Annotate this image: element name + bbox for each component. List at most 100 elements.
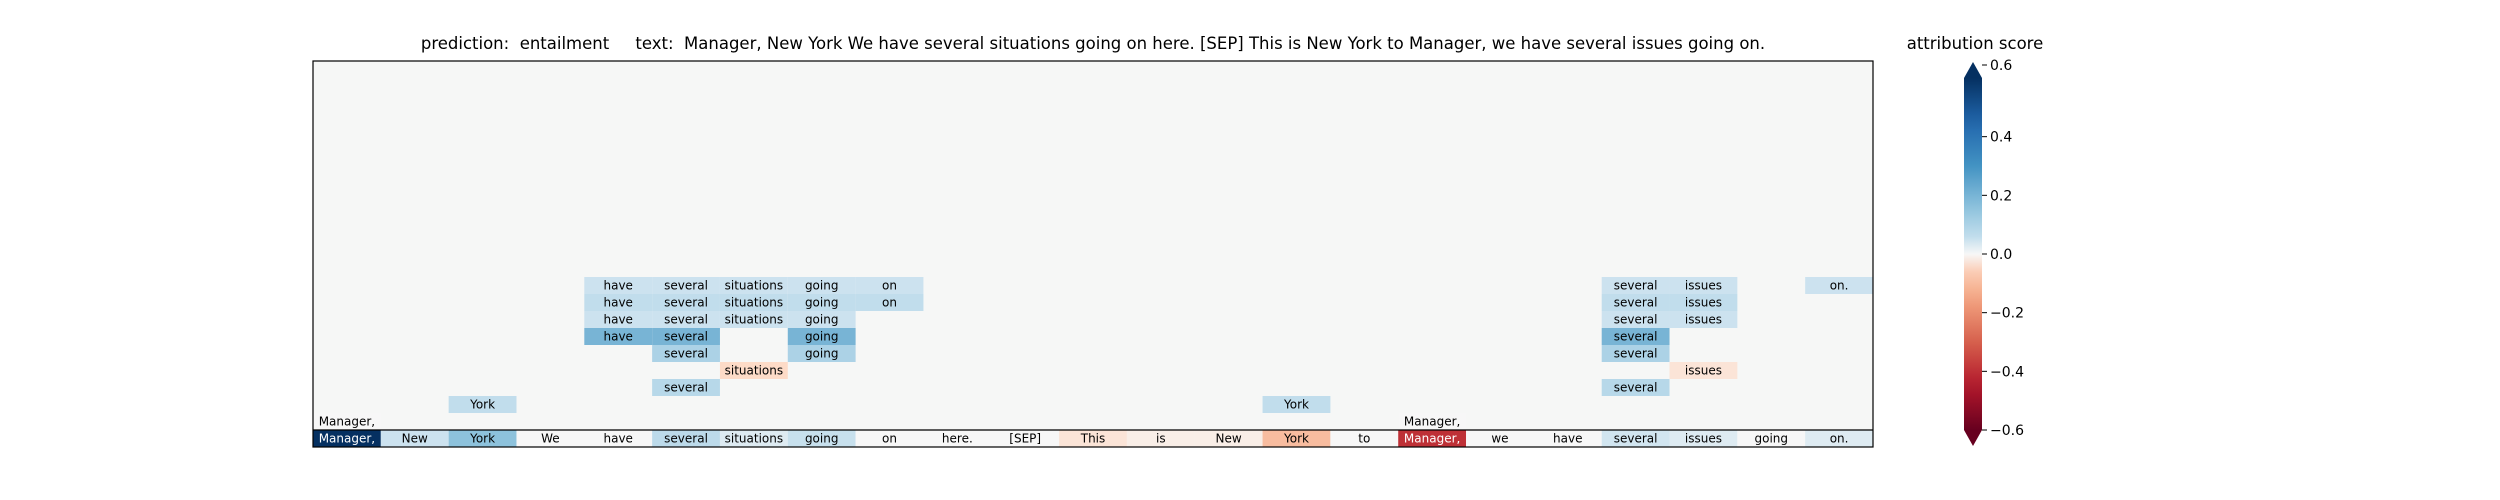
layer-3-label: several <box>1614 381 1658 395</box>
token-row-cell <box>923 430 992 447</box>
colorbar-top-arrow <box>1964 62 1982 78</box>
token-row-label: on. <box>1830 432 1849 446</box>
layer-8-label: several <box>664 296 708 310</box>
token-row-cell <box>855 430 924 447</box>
token-row-label: York <box>469 432 495 446</box>
layer-8-label: have <box>603 296 632 310</box>
layer-8-cell <box>584 294 653 311</box>
layer-2-cell <box>448 396 517 413</box>
layer-1-cell <box>313 413 381 430</box>
layer-9-label: on. <box>1830 279 1849 293</box>
layer-9-label: situations <box>725 279 784 293</box>
layer-9-cell <box>787 277 856 294</box>
colorbar-tick-label: 0.6 <box>1990 58 2012 74</box>
colorbar-tick-label: −0.4 <box>1990 364 2024 380</box>
layer-5-label: several <box>1614 347 1658 361</box>
token-row-cell <box>1262 430 1331 447</box>
token-row-label: several <box>664 432 708 446</box>
colorbar-tick-label: −0.2 <box>1990 306 2024 322</box>
layer-8-label: going <box>805 296 839 310</box>
layer-4-label: issues <box>1685 364 1722 378</box>
token-row-label: going <box>1755 432 1789 446</box>
layer-8-cell <box>1669 294 1738 311</box>
token-row-label: New <box>402 432 428 446</box>
layer-6-label: several <box>1614 330 1658 344</box>
layer-8-label: issues <box>1685 296 1722 310</box>
layer-5-label: going <box>805 347 839 361</box>
layer-8-cell <box>652 294 720 311</box>
token-row-cell <box>1533 430 1602 447</box>
token-row-label: on <box>882 432 897 446</box>
layer-9-cell <box>584 277 653 294</box>
token-row-cell <box>1126 430 1195 447</box>
token-row-cell <box>991 430 1060 447</box>
layer-4-cell <box>1669 362 1738 379</box>
colorbar-bottom-arrow <box>1964 430 1982 446</box>
layer-7-label: going <box>805 313 839 327</box>
layer-9-cell <box>1805 277 1873 294</box>
colorbar-gradient <box>1964 78 1982 430</box>
token-row-label: York <box>1283 432 1309 446</box>
layer-7-cell <box>1669 311 1738 328</box>
layer-7-label: issues <box>1685 313 1722 327</box>
layer-9-label: going <box>805 279 839 293</box>
layer-6-cell <box>584 328 653 345</box>
layer-8-cell <box>1601 294 1670 311</box>
layer-3-label: several <box>664 381 708 395</box>
token-row-cell <box>1059 430 1127 447</box>
token-row-label: New <box>1216 432 1242 446</box>
token-row-cell <box>787 430 856 447</box>
token-row-label: have <box>1553 432 1582 446</box>
token-row-label: have <box>603 432 632 446</box>
colorbar: −0.6 −0.4 −0.2 0.0 0.2 0.4 0.6 <box>1964 58 2024 446</box>
chart-title: prediction: entailment text: Manager, Ne… <box>420 34 1766 53</box>
token-row-label: to <box>1358 432 1370 446</box>
layer-4-cell <box>719 362 788 379</box>
layer-7-label: situations <box>725 313 784 327</box>
layer-7-label: several <box>664 313 708 327</box>
token-row-cell <box>516 430 585 447</box>
layer-8-label: on <box>882 296 897 310</box>
layer-6-cell <box>1601 328 1670 345</box>
layer-4-label: situations <box>725 364 784 378</box>
layer-9-label: issues <box>1685 279 1722 293</box>
colorbar-tick-label: −0.6 <box>1990 423 2024 439</box>
token-row-cell <box>1669 430 1738 447</box>
plot-frame <box>312 60 1874 448</box>
token-row-cell <box>380 430 449 447</box>
colorbar-tick-label: 0.0 <box>1990 247 2012 263</box>
layer-9-cell <box>855 277 924 294</box>
layer-9-label: on <box>882 279 897 293</box>
token-row-label: Manager, <box>319 432 375 446</box>
layer-9-cell <box>719 277 788 294</box>
token-row-label: is <box>1156 432 1166 446</box>
token-row-label: several <box>1614 432 1658 446</box>
token-row-cell <box>1601 430 1670 447</box>
token-row-cell <box>652 430 720 447</box>
layer-1-label: Manager, <box>1404 415 1460 429</box>
token-row-label: This <box>1080 432 1106 446</box>
token-row-label: [SEP] <box>1009 432 1041 446</box>
layer-9-label: several <box>664 279 708 293</box>
layer-6-cell <box>652 328 720 345</box>
token-row-cell <box>584 430 653 447</box>
layer-6-cell <box>787 328 856 345</box>
layer-7-cell <box>719 311 788 328</box>
layer-7-cell <box>584 311 653 328</box>
layer-9-cell <box>1601 277 1670 294</box>
token-row-label: here. <box>942 432 973 446</box>
token-row-label: issues <box>1685 432 1722 446</box>
layer-3-cell <box>1601 379 1670 396</box>
token-row-label: going <box>805 432 839 446</box>
layer-6-label: have <box>603 330 632 344</box>
layer-6-label: going <box>805 330 839 344</box>
layer-6-label: several <box>664 330 708 344</box>
token-row-cell <box>448 430 517 447</box>
layer-1-cell <box>1398 413 1467 430</box>
colorbar-tick-label: 0.4 <box>1990 130 2012 146</box>
layer-7-cell <box>1601 311 1670 328</box>
layer-2-label: York <box>1283 398 1309 412</box>
layer-2-label: York <box>469 398 495 412</box>
